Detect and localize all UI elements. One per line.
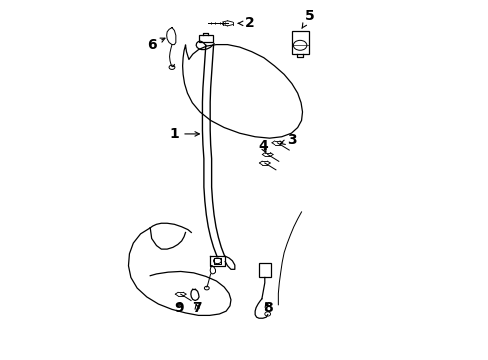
Text: 4: 4 xyxy=(258,139,267,153)
Text: 1: 1 xyxy=(169,127,199,141)
Text: 7: 7 xyxy=(192,301,202,315)
Text: 9: 9 xyxy=(174,301,183,315)
Bar xyxy=(199,35,212,42)
Text: 5: 5 xyxy=(301,9,314,28)
Bar xyxy=(259,262,270,278)
Text: 6: 6 xyxy=(146,37,164,51)
Bar xyxy=(291,31,308,54)
Text: 2: 2 xyxy=(238,16,254,30)
Text: 3: 3 xyxy=(280,133,296,147)
Text: 8: 8 xyxy=(262,301,272,315)
